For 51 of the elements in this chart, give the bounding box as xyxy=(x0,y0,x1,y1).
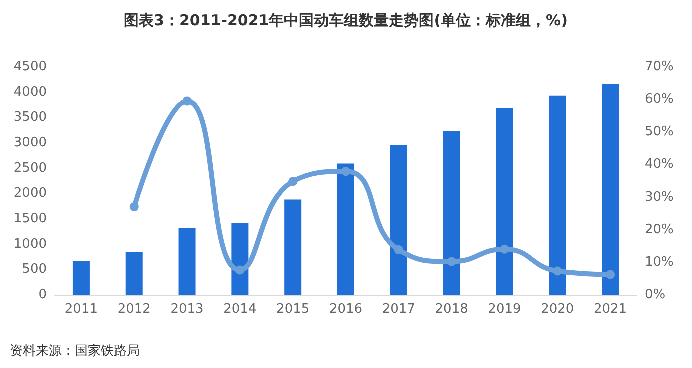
bar xyxy=(496,108,514,295)
point xyxy=(236,266,245,275)
point xyxy=(182,96,192,106)
point xyxy=(394,246,404,255)
x-tick-label: 2020 xyxy=(541,302,574,317)
y-tick-label: 3500 xyxy=(14,110,47,126)
point xyxy=(553,266,562,276)
y2-tick-label: 60% xyxy=(645,92,674,108)
y-tick-label: 0 xyxy=(38,288,47,302)
y-tick-label: 500 xyxy=(22,262,47,278)
bar xyxy=(549,96,566,295)
bar xyxy=(602,84,620,295)
point xyxy=(288,177,298,186)
y-tick-label: 1000 xyxy=(14,236,47,252)
y2-tick-label: 0% xyxy=(645,288,666,302)
y-tick-label: 1500 xyxy=(14,212,47,226)
y-tick-label: 4500 xyxy=(14,60,47,74)
point xyxy=(447,257,456,266)
bar xyxy=(338,164,354,295)
x-tick-label: 2014 xyxy=(224,302,257,317)
y2-tick-label: 40% xyxy=(645,157,674,172)
y2-tick-label: 10% xyxy=(645,254,674,270)
y2-tick-label: 30% xyxy=(645,190,674,205)
x-tick-label: 2021 xyxy=(594,302,628,317)
y-tick-label: 2500 xyxy=(14,160,47,176)
y-tick-label: 3000 xyxy=(14,136,47,150)
y2-tick-label: 70% xyxy=(645,60,674,74)
bar xyxy=(178,228,196,295)
x-tick-label: 2015 xyxy=(276,302,310,317)
chart-title: 图表3：2011-2021年中国动车组数量走势图(单位：标准组，%) xyxy=(124,12,568,30)
y-tick-label: 4000 xyxy=(14,84,47,100)
bar xyxy=(443,131,460,295)
bar xyxy=(390,146,408,295)
bar xyxy=(72,262,90,295)
bar xyxy=(284,200,302,295)
x-tick-label: 2017 xyxy=(382,302,416,317)
x-tick-label: 2012 xyxy=(118,302,151,317)
y-tick-label: 2000 xyxy=(14,186,47,202)
x-tick-label: 2011 xyxy=(64,302,98,317)
x-tick-label: 2019 xyxy=(488,302,522,317)
x-tick-label: 2016 xyxy=(329,302,363,317)
bar xyxy=(126,252,143,295)
point xyxy=(342,167,350,176)
point xyxy=(130,202,139,212)
text: 资料来源：国家铁路局 xyxy=(10,343,140,359)
y2-tick-label: 50% xyxy=(645,124,674,140)
x-tick-label: 2018 xyxy=(435,302,468,317)
y2-tick-label: 20% xyxy=(645,222,674,238)
point xyxy=(500,244,510,254)
point xyxy=(606,270,616,280)
x-tick-label: 2013 xyxy=(170,302,204,317)
